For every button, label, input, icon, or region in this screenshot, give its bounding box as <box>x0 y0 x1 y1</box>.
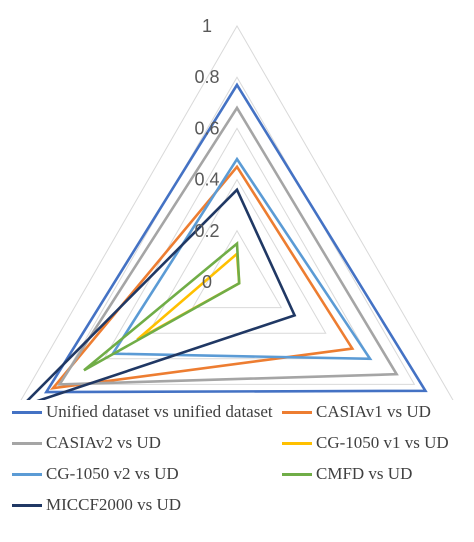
radar-grid <box>20 24 454 400</box>
legend-swatch <box>12 472 42 476</box>
legend-item: CASIAv2 vs UD <box>12 433 161 453</box>
legend-swatch <box>12 503 42 507</box>
legend-item: Unified dataset vs unified dataset <box>12 402 273 422</box>
tick-label: 0.8 <box>194 67 219 87</box>
series-polygon-0 <box>43 82 428 394</box>
series-polygon-6 <box>26 187 297 400</box>
tick-label: 0.4 <box>194 170 219 190</box>
tick-label: 0.2 <box>194 221 219 241</box>
legend-label: CASIAv1 vs UD <box>316 402 431 421</box>
radar-chart: 0 0.2 0.4 0.6 0.8 1 <box>20 16 454 400</box>
legend-swatch <box>12 410 42 414</box>
legend-swatch <box>282 410 312 414</box>
grid-ring-3 <box>103 127 371 360</box>
grid-ring-5 <box>20 24 454 400</box>
legend-label: MICCF2000 vs UD <box>46 495 182 514</box>
legend-label: CG-1050 v1 vs UD <box>316 433 449 452</box>
radar-tick-labels: 0 0.2 0.4 0.6 0.8 1 <box>194 16 219 292</box>
legend-swatch <box>12 441 42 445</box>
legend-item: CASIAv1 vs UD <box>282 402 431 422</box>
series-polygon-5 <box>83 240 241 372</box>
legend-label: CG-1050 v2 vs UD <box>46 464 179 483</box>
legend-label: Unified dataset vs unified dataset <box>46 402 273 421</box>
legend-label: CMFD vs UD <box>316 464 413 483</box>
grid-ring-1 <box>191 229 283 309</box>
legend-item: CG-1050 v1 vs UD <box>282 433 449 453</box>
legend-label: CASIAv2 vs UD <box>46 433 161 452</box>
series-polygon-2 <box>57 105 399 386</box>
tick-label: 0.6 <box>194 118 219 138</box>
series-polygon-1 <box>49 164 355 390</box>
radar-series <box>26 82 428 400</box>
legend-item: MICCF2000 vs UD <box>12 495 181 515</box>
series-polygon-4 <box>110 156 373 361</box>
legend-item: CMFD vs UD <box>282 464 412 484</box>
legend-swatch <box>282 441 312 445</box>
legend-swatch <box>282 472 312 476</box>
tick-label: 0 <box>202 272 212 292</box>
legend-item: CG-1050 v2 vs UD <box>12 464 179 484</box>
tick-label: 1 <box>202 16 212 36</box>
